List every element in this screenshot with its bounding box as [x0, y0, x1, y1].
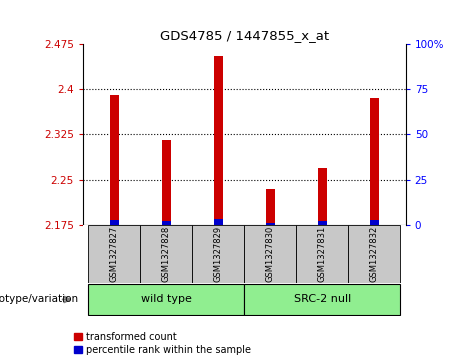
Bar — [88, 225, 140, 283]
Text: genotype/variation: genotype/variation — [0, 294, 78, 305]
Text: GSM1327832: GSM1327832 — [370, 226, 379, 282]
Bar — [161, 140, 171, 225]
Bar — [244, 284, 401, 315]
Bar — [296, 225, 349, 283]
Bar — [161, 221, 171, 225]
Title: GDS4785 / 1447855_x_at: GDS4785 / 1447855_x_at — [160, 29, 329, 42]
Bar — [349, 225, 401, 283]
Legend: transformed count, percentile rank within the sample: transformed count, percentile rank withi… — [74, 331, 251, 355]
Bar — [110, 95, 119, 225]
Bar — [88, 284, 244, 315]
Bar — [266, 189, 275, 225]
Text: GSM1327829: GSM1327829 — [214, 226, 223, 282]
Bar — [370, 220, 379, 225]
Bar — [318, 168, 327, 225]
Bar — [213, 56, 223, 225]
Bar — [244, 225, 296, 283]
Bar — [213, 219, 223, 225]
Bar — [370, 98, 379, 225]
Text: GSM1327830: GSM1327830 — [266, 226, 275, 282]
Text: GSM1327831: GSM1327831 — [318, 226, 327, 282]
Text: SRC-2 null: SRC-2 null — [294, 294, 351, 305]
Bar — [318, 221, 327, 225]
Text: GSM1327827: GSM1327827 — [110, 226, 119, 282]
Bar — [266, 223, 275, 225]
Bar — [192, 225, 244, 283]
Text: wild type: wild type — [141, 294, 192, 305]
Bar — [110, 220, 119, 225]
Bar — [140, 225, 192, 283]
Text: GSM1327828: GSM1327828 — [162, 226, 171, 282]
